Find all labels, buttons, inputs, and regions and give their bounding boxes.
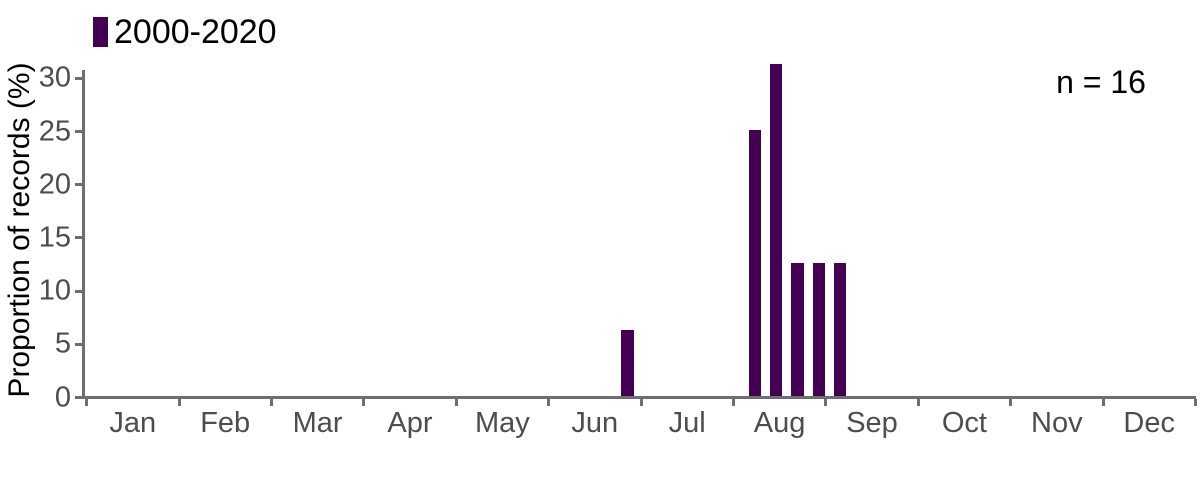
x-tick [824,399,828,406]
x-tick-label: Sep [846,407,898,439]
y-tick [75,236,82,240]
x-tick [547,399,551,406]
y-tick-label: 25 [38,115,71,147]
legend-label: 2000-2020 [114,13,277,51]
bar [812,263,825,396]
y-tick [75,183,82,187]
x-tick-label: Mar [292,407,343,439]
x-tick [1101,399,1105,406]
y-tick [75,76,82,80]
y-axis-line [82,70,85,399]
x-tick [1009,399,1013,406]
x-tick-label: Nov [1031,407,1083,439]
x-tick [454,399,458,406]
y-tick-label: 0 [54,381,71,413]
x-tick [177,399,181,406]
x-tick [362,399,366,406]
x-tick-label: Dec [1123,407,1175,439]
y-tick [75,396,82,399]
x-tick-label: May [474,407,530,439]
bar [833,263,847,396]
legend-key-swatch [93,17,108,47]
y-tick-label: 10 [38,274,71,307]
y-tick [75,130,82,133]
x-tick-label: Jan [109,407,157,439]
x-tick [1193,399,1197,406]
y-tick-label: 30 [38,61,71,94]
x-tick [269,399,273,406]
x-tick-label: Apr [387,407,433,439]
x-tick-label: Jul [668,407,706,439]
x-tick-label: Oct [941,407,987,439]
y-tick-label: 20 [38,168,71,201]
x-tick [85,399,89,406]
bar [748,130,762,396]
x-tick-label: Aug [753,407,806,439]
y-tick [75,342,82,346]
sample-size-annotation: n = 16 [1056,64,1146,100]
y-tick [75,289,82,293]
x-tick [639,399,643,406]
bar [621,329,634,396]
x-tick [731,399,735,406]
y-tick-label: 15 [38,221,71,254]
x-axis-line [82,396,1196,399]
bar [791,263,804,396]
bar [769,63,783,396]
x-tick [916,399,920,406]
x-tick-label: Feb [200,407,251,439]
x-tick-label: Jun [571,407,619,439]
legend: 2000-2020 [93,15,277,49]
y-tick-label: 5 [54,327,71,360]
